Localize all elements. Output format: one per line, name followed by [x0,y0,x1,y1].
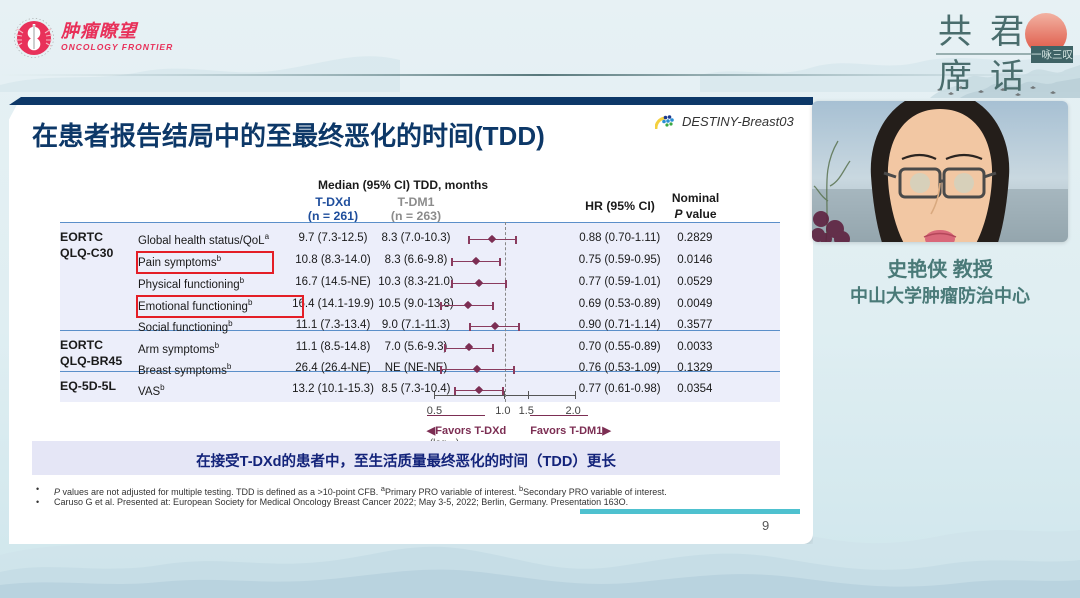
svg-text:席: 席 [938,58,972,93]
svg-text:君: 君 [990,13,1024,51]
svg-text:共: 共 [938,13,972,51]
svg-text:话: 话 [990,58,1024,93]
svg-text:一咏三叹: 一咏三叹 [1031,49,1073,61]
